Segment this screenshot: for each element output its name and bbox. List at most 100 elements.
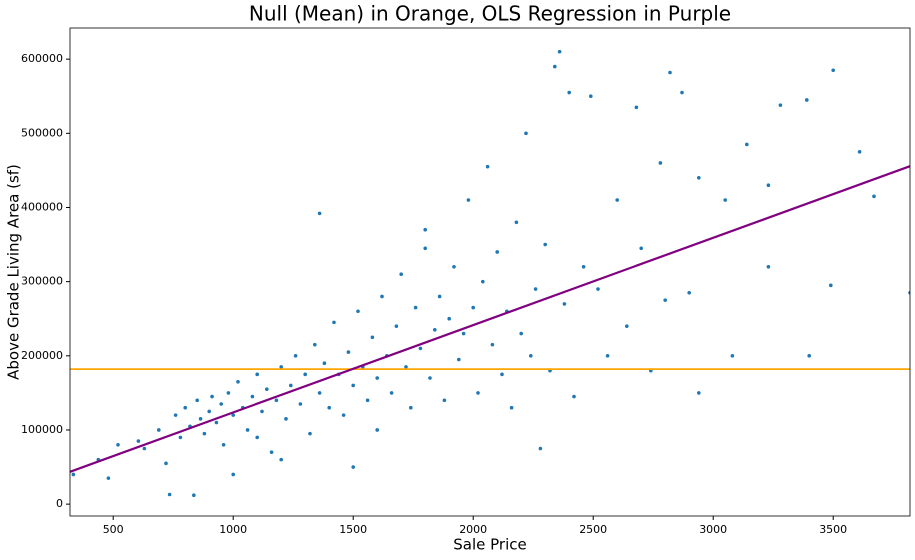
point	[351, 383, 356, 388]
point	[831, 68, 835, 73]
point	[250, 394, 255, 399]
point	[313, 342, 317, 347]
point	[500, 372, 504, 377]
point	[260, 409, 264, 414]
x-tick-label: 3000	[699, 523, 727, 536]
point	[625, 324, 629, 328]
point	[447, 316, 452, 321]
point	[490, 342, 495, 347]
point	[375, 376, 380, 380]
point	[279, 457, 284, 462]
point	[596, 287, 600, 291]
point	[192, 493, 196, 498]
y-tick-label: 100000	[21, 423, 63, 436]
point	[214, 420, 219, 425]
point	[423, 227, 428, 232]
point	[605, 354, 610, 358]
point	[346, 350, 351, 354]
point	[274, 398, 279, 403]
point	[332, 320, 336, 325]
y-tick-label: 600000	[21, 52, 63, 65]
point	[461, 331, 466, 336]
point	[207, 409, 211, 414]
point	[423, 246, 428, 251]
point	[529, 354, 533, 358]
point	[495, 250, 500, 254]
point	[245, 428, 250, 432]
point	[680, 90, 684, 95]
point	[471, 305, 476, 310]
x-tick-label: 1000	[219, 523, 247, 536]
plot-frame	[69, 27, 911, 517]
point	[697, 176, 701, 180]
y-tick-label: 400000	[21, 200, 63, 213]
point	[658, 161, 663, 165]
point	[399, 272, 404, 277]
point	[533, 287, 538, 291]
point	[476, 391, 480, 395]
y-tick-label: 200000	[21, 349, 63, 362]
chart-title: Null (Mean) in Orange, OLS Regression in…	[249, 2, 731, 26]
point	[308, 431, 312, 436]
point	[519, 331, 523, 336]
point	[857, 150, 862, 154]
point	[351, 465, 356, 469]
point	[236, 379, 240, 384]
point	[409, 405, 413, 410]
point	[697, 391, 701, 395]
point	[766, 183, 771, 188]
point	[231, 472, 235, 477]
point	[394, 324, 399, 328]
point	[298, 402, 303, 406]
y-axis-label: Above Grade Living Area (sf)	[5, 164, 23, 380]
point	[524, 131, 528, 136]
point	[370, 335, 375, 340]
point	[514, 220, 519, 225]
point	[106, 476, 111, 480]
point	[452, 265, 456, 269]
point	[195, 398, 199, 403]
x-tick-label: 500	[103, 523, 124, 536]
point	[255, 372, 259, 377]
point	[365, 398, 370, 403]
point	[289, 383, 293, 388]
point	[485, 164, 490, 169]
point	[231, 413, 235, 417]
point	[807, 354, 811, 358]
point	[279, 365, 284, 369]
point	[202, 431, 207, 436]
point	[167, 492, 172, 497]
y-tick-label: 300000	[21, 275, 63, 288]
point	[663, 298, 667, 302]
point	[327, 405, 332, 410]
point	[668, 70, 672, 75]
point	[634, 105, 639, 110]
point	[226, 391, 231, 395]
regression-line	[70, 165, 910, 473]
point	[766, 265, 771, 269]
point	[173, 413, 178, 417]
point	[198, 417, 203, 421]
x-axis-label: Sale Price	[453, 536, 526, 554]
point	[322, 361, 327, 366]
point	[615, 198, 619, 202]
y-tick-label: 500000	[21, 126, 63, 139]
point	[375, 428, 380, 432]
point	[872, 194, 876, 199]
point	[572, 394, 576, 399]
point	[509, 405, 514, 410]
point	[433, 328, 437, 332]
point	[255, 435, 259, 440]
point	[413, 305, 418, 310]
point	[356, 309, 360, 314]
point	[428, 376, 432, 380]
point	[553, 64, 557, 69]
point	[418, 346, 423, 351]
point	[380, 294, 384, 299]
point	[687, 290, 691, 295]
point	[341, 413, 346, 417]
point	[457, 357, 461, 362]
point	[269, 450, 274, 455]
point	[442, 398, 447, 403]
point	[116, 443, 120, 447]
